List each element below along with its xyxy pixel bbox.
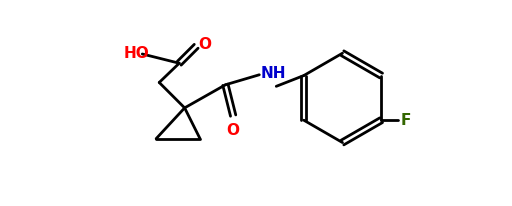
Text: NH: NH (261, 66, 286, 81)
Text: F: F (400, 113, 411, 128)
Text: O: O (199, 37, 211, 52)
Text: HO: HO (124, 47, 150, 61)
Text: O: O (227, 123, 240, 138)
